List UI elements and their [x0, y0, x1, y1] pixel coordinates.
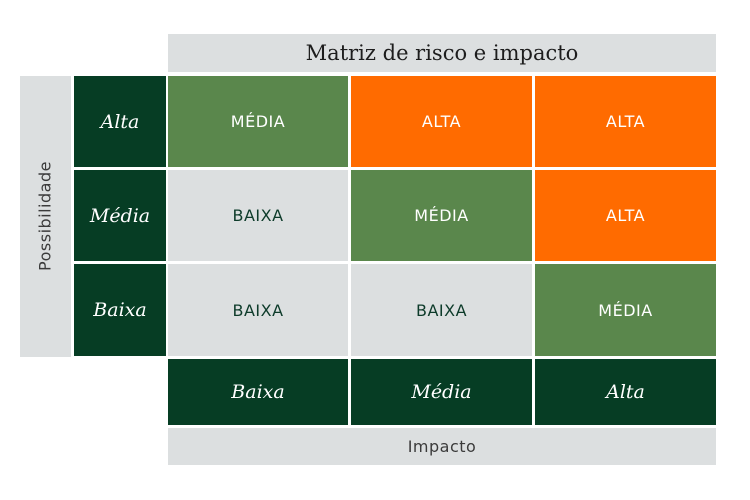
col-label-baixa: Baixa: [168, 359, 348, 425]
row-label-media: Média: [74, 170, 166, 261]
matrix-title: Matriz de risco e impacto: [168, 34, 716, 72]
col-label-media: Média: [351, 359, 532, 425]
matrix-cell: BAIXA: [168, 170, 348, 261]
matrix-cell: ALTA: [535, 170, 716, 261]
matrix-cell: BAIXA: [351, 264, 532, 356]
y-axis-bar: [20, 76, 71, 357]
row-label-baixa: Baixa: [74, 264, 166, 356]
matrix-cell: MÉDIA: [351, 170, 532, 261]
matrix-cell: MÉDIA: [535, 264, 716, 356]
y-axis-label: Possibilidade: [35, 161, 55, 271]
matrix-cell: ALTA: [535, 76, 716, 167]
row-label-alta: Alta: [74, 76, 166, 167]
matrix-cell: MÉDIA: [168, 76, 348, 167]
x-axis-label: Impacto: [168, 428, 716, 465]
matrix-cell: ALTA: [351, 76, 532, 167]
matrix-cell: BAIXA: [168, 264, 348, 356]
col-label-alta: Alta: [535, 359, 716, 425]
